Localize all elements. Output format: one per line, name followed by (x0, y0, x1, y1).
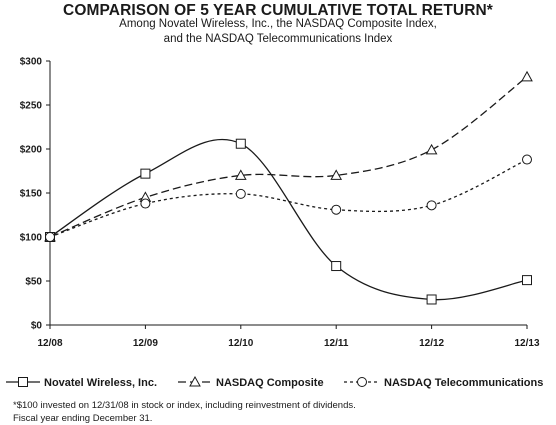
y-tick-label: $150 (20, 189, 43, 200)
data-point-nasdaq-telecommunications (331, 204, 342, 215)
series-line-nasdaq-telecommunications (49, 158, 528, 238)
data-point-nasdaq-telecommunications (45, 232, 55, 242)
footnote-investment: *$100 invested on 12/31/08 in stock or i… (13, 400, 356, 411)
legend-marker (189, 375, 201, 387)
y-tick-label: $100 (20, 233, 43, 244)
x-tick-label: 12/11 (324, 338, 349, 349)
data-point-novatel-wireless-inc (331, 261, 342, 272)
y-tick-label: $200 (20, 145, 43, 156)
x-tick-label: 12/08 (37, 338, 62, 349)
footnote-fiscal-year: Fiscal year ending December 31. (13, 413, 153, 424)
data-point-novatel-wireless-inc (140, 168, 151, 179)
y-tick-label: $300 (20, 57, 43, 68)
x-tick-label: 12/09 (133, 338, 158, 349)
data-point-novatel-wireless-inc (522, 275, 532, 286)
data-point-nasdaq-telecommunications (426, 200, 437, 211)
data-point-nasdaq-composite (425, 143, 438, 155)
series-line-nasdaq-composite (49, 76, 528, 238)
data-point-novatel-wireless-inc (235, 138, 246, 149)
x-tick-label: 12/13 (514, 338, 539, 349)
x-tick-label: 12/12 (419, 338, 444, 349)
data-point-nasdaq-composite (521, 70, 533, 82)
legend-marker (357, 377, 367, 387)
y-tick-label: $0 (31, 321, 43, 332)
series-line-novatel-wireless-inc (49, 138, 528, 301)
chart-title: COMPARISON OF 5 YEAR CUMULATIVE TOTAL RE… (63, 2, 493, 19)
chart-subtitle-line-2: and the NASDAQ Telecommunications Index (163, 33, 393, 45)
data-point-nasdaq-composite (330, 169, 343, 180)
line-chart: $0 $50 $100 $150 $200 $250 $300 12/08 12/09 12/10… (6, 57, 543, 389)
data-point-nasdaq-telecommunications (235, 188, 246, 199)
y-tick-label: $50 (25, 277, 42, 288)
chart-subtitle-line-1: Among Novatel Wireless, Inc., the NASDAQ… (119, 18, 437, 30)
legend-label: NASDAQ Composite (216, 377, 324, 389)
y-tick-label: $250 (20, 101, 43, 112)
legend-label: Novatel Wireless, Inc. (44, 377, 157, 389)
legend-marker (18, 377, 28, 387)
legend-label: NASDAQ Telecommunications (384, 377, 543, 389)
data-point-nasdaq-telecommunications (522, 154, 532, 165)
x-tick-label: 12/10 (228, 338, 253, 349)
data-point-nasdaq-telecommunications (140, 198, 151, 209)
data-point-novatel-wireless-inc (426, 294, 437, 305)
data-point-nasdaq-composite (234, 169, 247, 180)
